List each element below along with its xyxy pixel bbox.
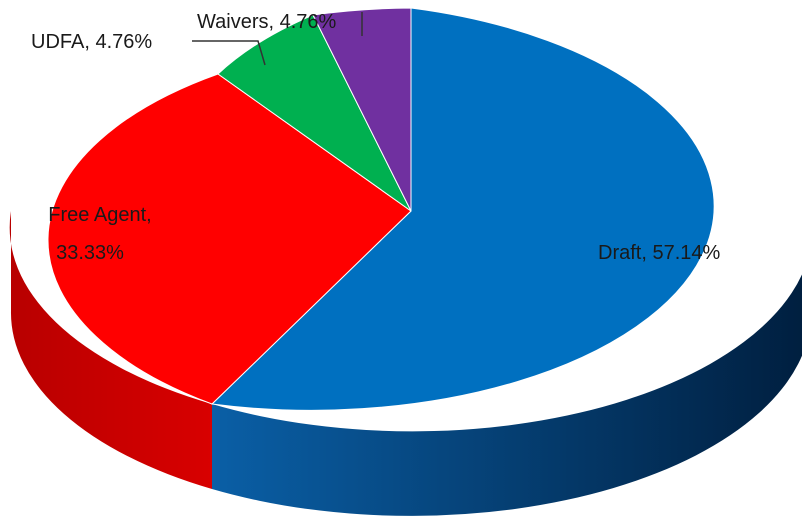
slice-top-waivers (312, 7, 412, 212)
label-udfa: UDFA, 4.76% (31, 31, 152, 53)
label-free-agent-name: Free Agent, (48, 204, 151, 226)
leader-line-udfa (192, 40, 266, 66)
slice-side-draft (212, 274, 802, 516)
slice-top-udfa (217, 14, 412, 212)
slice-top-free-agent (47, 73, 412, 405)
slice-side-free-agent (9, 211, 212, 489)
label-draft: Draft, 57.14% (598, 242, 721, 264)
label-free-agent-percent: 33.33% (56, 242, 124, 264)
label-waivers: Waivers, 4.76% (197, 11, 337, 33)
slice-top-draft (210, 7, 715, 411)
